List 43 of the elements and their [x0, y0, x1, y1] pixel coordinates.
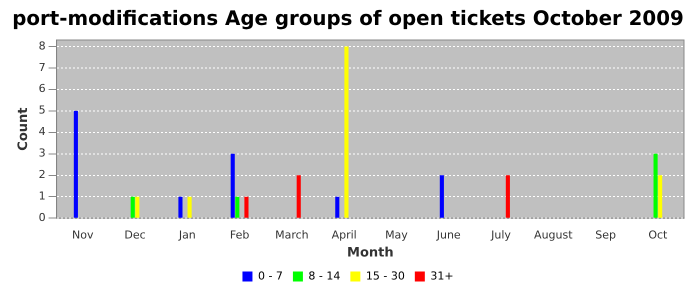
bar	[658, 175, 662, 218]
legend-label: 31+	[430, 269, 454, 282]
bar	[74, 110, 78, 218]
bar	[296, 175, 301, 218]
legend-label: 8 - 14	[308, 269, 340, 282]
x-tick-label: Feb	[230, 228, 250, 242]
bar	[440, 175, 444, 218]
y-axis-title: Count	[16, 108, 32, 151]
x-tick-label: July	[490, 228, 512, 242]
y-tick-label: 3	[38, 146, 46, 160]
y-tick-label: 1	[38, 190, 46, 203]
x-tick-label: Oct	[648, 228, 668, 242]
bar	[178, 196, 183, 218]
y-tick-label: 4	[38, 125, 46, 138]
bar	[506, 175, 510, 218]
x-axis-title: Month	[347, 246, 394, 261]
y-tick-label: 6	[38, 82, 46, 96]
x-tick-label: April	[332, 228, 357, 242]
legend-label: 0 - 7	[258, 269, 283, 282]
x-tick-label: May	[385, 228, 408, 242]
bar	[130, 196, 135, 218]
x-tick-label: Nov	[72, 228, 94, 242]
x-tick-label: August	[534, 228, 574, 242]
y-tick-label: 8	[38, 39, 46, 52]
bar	[344, 46, 349, 218]
x-tick-label: June	[436, 228, 461, 242]
bar	[335, 196, 340, 218]
bar	[188, 196, 192, 218]
y-tick-label: 0	[38, 211, 46, 224]
x-tick-label: Jan	[178, 228, 196, 242]
y-tick-label: 2	[38, 168, 46, 182]
bar	[135, 196, 140, 218]
bar	[654, 154, 658, 218]
bar	[235, 196, 240, 218]
x-tick-label: Dec	[124, 228, 146, 242]
legend-label: 15 - 30	[366, 269, 405, 282]
chart-title: port-modifications Age groups of open tickets October 2009	[12, 7, 684, 30]
bar	[230, 154, 235, 218]
y-tick-label: 5	[38, 104, 46, 117]
x-tick-label: March	[275, 228, 309, 242]
x-tick-label: Sep	[595, 228, 616, 242]
bar	[244, 196, 249, 218]
y-tick-label: 7	[38, 60, 46, 74]
